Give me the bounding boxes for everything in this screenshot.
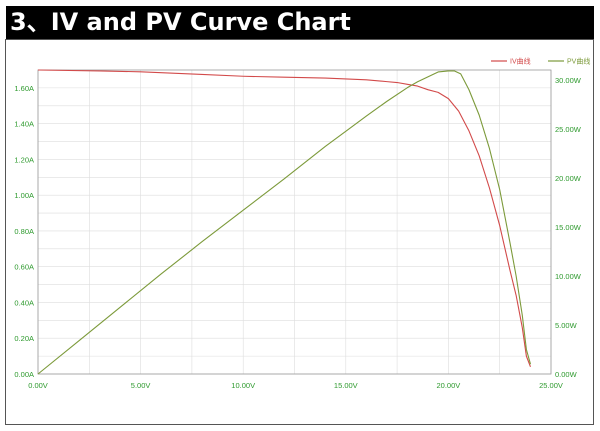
grid-lines (37, 70, 552, 375)
legend-label-pv: PV曲线 (567, 57, 590, 66)
y-left-tick-label: 0.00A (14, 370, 34, 379)
x-tick-label: 25.00V (539, 381, 563, 390)
x-tick-label: 5.00V (131, 381, 151, 390)
y-right-tick-label: 5.00W (555, 321, 578, 330)
series-lines (37, 69, 532, 375)
y-left-tick-label: 0.80A (14, 227, 34, 236)
x-axis-ticks: 0.00V 5.00V 10.00V 15.00V 20.00V 25.00V (28, 381, 563, 390)
x-tick-label: 0.00V (28, 381, 48, 390)
x-tick-label: 10.00V (231, 381, 255, 390)
y-right-tick-label: 30.00W (555, 76, 582, 85)
y-left-tick-label: 1.60A (14, 84, 34, 93)
y-right-tick-label: 15.00W (555, 223, 582, 232)
iv-curve-line (37, 69, 531, 368)
y-left-tick-label: 1.40A (14, 120, 34, 129)
x-tick-label: 15.00V (334, 381, 358, 390)
y-left-tick-label: 1.20A (14, 155, 34, 164)
chart-container (5, 39, 594, 425)
y-left-tick-label: 0.40A (14, 298, 34, 307)
legend: IV曲线 PV曲线 (491, 57, 590, 66)
plot-area (37, 69, 552, 375)
x-tick-label: 20.00V (437, 381, 461, 390)
y-left-tick-label: 0.20A (14, 334, 34, 343)
y-right-tick-label: 0.00W (555, 370, 578, 379)
y-right-tick-label: 10.00W (555, 272, 582, 281)
legend-label-iv: IV曲线 (510, 57, 531, 66)
y-right-tick-label: 25.00W (555, 125, 582, 134)
y-left-tick-label: 0.60A (14, 263, 34, 272)
y-left-axis-ticks: 0.00A 0.20A 0.40A 0.60A 0.80A 1.00A 1.20A 1.40A… (14, 84, 34, 379)
y-right-tick-label: 20.00W (555, 174, 582, 183)
y-left-tick-label: 1.00A (14, 191, 34, 200)
pv-curve-line (37, 70, 532, 375)
page-title: 3、IV and PV Curve Chart (6, 6, 594, 39)
y-right-axis-ticks: 0.00W 5.00W 10.00W 15.00W 20.00W 25.00W 30.00W (555, 76, 582, 379)
